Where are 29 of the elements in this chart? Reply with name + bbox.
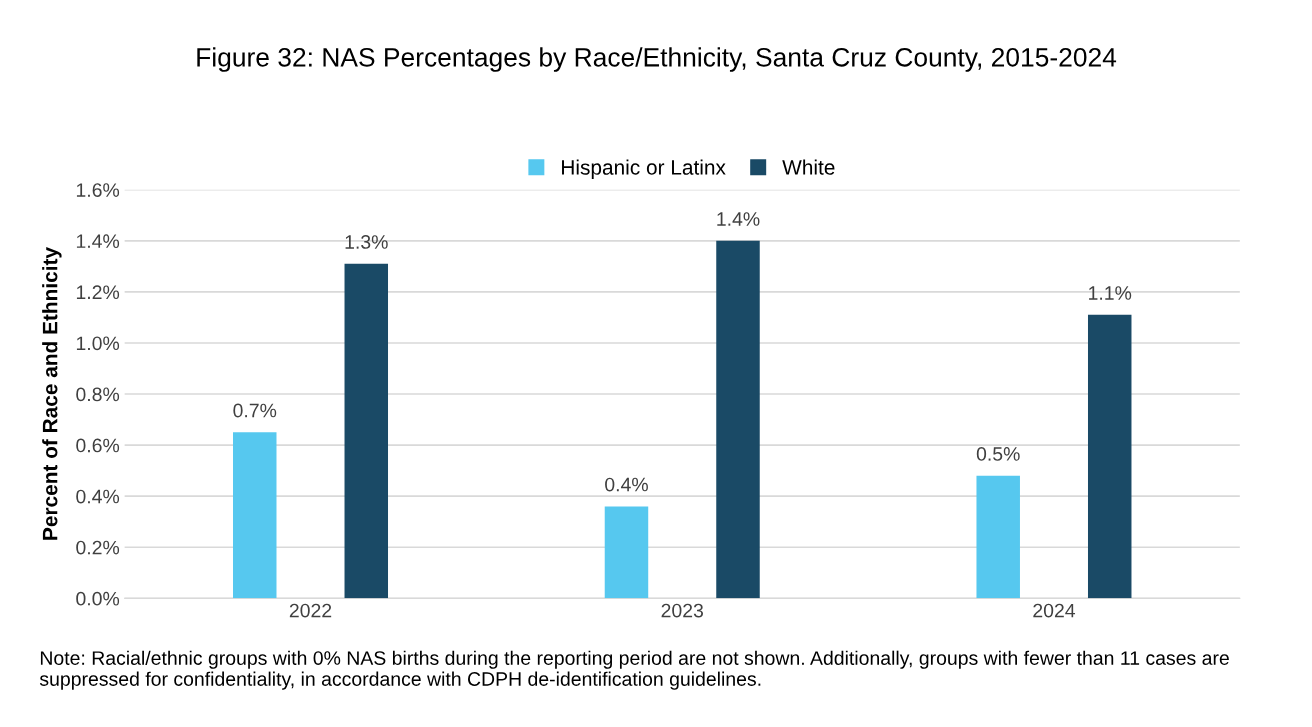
- bar: [976, 475, 1020, 599]
- bar: [233, 432, 277, 599]
- y-tick-label: 1.4%: [76, 234, 120, 248]
- y-tick-label: 1.6%: [76, 183, 120, 197]
- bar: [1087, 314, 1132, 599]
- bar: [344, 263, 389, 599]
- data-label: 1.1%: [1089, 286, 1132, 300]
- y-tick-label: 0.6%: [76, 438, 120, 453]
- y-tick-label: 0.4%: [76, 489, 120, 504]
- legend-label: Hispanic or Latinx: [562, 159, 726, 179]
- data-label: 1.3%: [345, 235, 388, 249]
- y-tick-label: 0.2%: [76, 540, 120, 555]
- bar: [604, 506, 649, 599]
- y-tick-label: 0.0%: [76, 591, 120, 606]
- data-label: 0.5%: [976, 447, 1020, 461]
- y-tick-label: 1.0%: [76, 336, 120, 351]
- data-label: 1.4%: [717, 212, 760, 226]
- legend-label: White: [782, 159, 835, 175]
- x-tick-label: 2022: [289, 603, 332, 618]
- text: Note: Racial/ethnic groups with 0% NAS births during the reporting period are not shown. Additionally, groups with fewer than 11 cases are suppressed for confidentiality, in accordance with CDPH de-identification guidelines.: [39, 650, 1229, 690]
- x-tick-label: 2023: [661, 603, 704, 618]
- data-label: 0.4%: [605, 477, 648, 492]
- y-tick-label: 0.8%: [76, 387, 120, 402]
- data-label: 0.7%: [233, 403, 277, 418]
- bar: [716, 240, 760, 599]
- x-tick-label: 2024: [1033, 603, 1076, 618]
- y-axis-title: Percent of Race and Ethnicity: [42, 247, 62, 540]
- chart-title: Figure 32: NAS Percentages by Race/Ethnicity, Santa Cruz County, 2015-2024: [197, 47, 1117, 72]
- y-tick-label: 1.2%: [76, 285, 120, 300]
